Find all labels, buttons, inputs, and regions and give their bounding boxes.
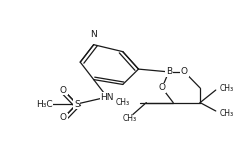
Text: O: O bbox=[60, 86, 67, 95]
Text: CH₃: CH₃ bbox=[219, 109, 233, 118]
Text: O: O bbox=[181, 67, 188, 76]
Text: N: N bbox=[90, 30, 97, 39]
Text: S: S bbox=[74, 100, 80, 109]
Text: O: O bbox=[158, 83, 165, 92]
Text: HN: HN bbox=[100, 92, 114, 102]
Text: H₃C: H₃C bbox=[36, 100, 53, 109]
Text: O: O bbox=[60, 114, 67, 123]
Text: CH₃: CH₃ bbox=[115, 98, 129, 107]
Text: CH₃: CH₃ bbox=[219, 84, 233, 93]
Text: B: B bbox=[166, 67, 172, 76]
Text: CH₃: CH₃ bbox=[122, 114, 137, 123]
